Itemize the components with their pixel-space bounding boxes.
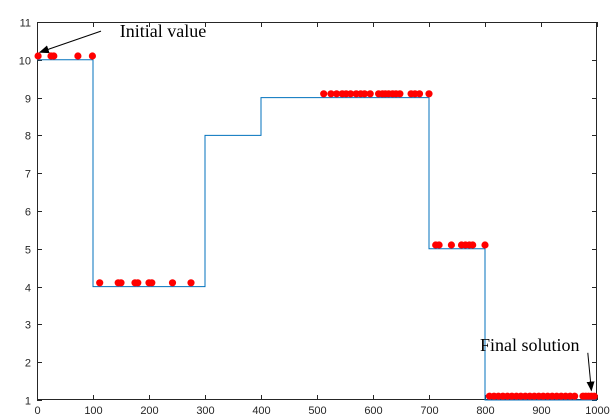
y-tick-label: 1 (25, 396, 31, 408)
scatter-point (347, 90, 355, 98)
scatter-point (590, 392, 598, 400)
final-solution-label: Final solution (480, 335, 580, 355)
scatter-point (74, 52, 82, 60)
y-tick-label: 9 (25, 94, 31, 106)
x-tick-label: 200 (140, 405, 158, 417)
x-tick-label: 1000 (585, 405, 609, 417)
y-tick-label: 7 (25, 169, 31, 181)
annotations: Initial value Final solution (38, 21, 595, 392)
scatter-point (481, 241, 489, 249)
plot-background (37, 22, 597, 400)
series-layer (34, 52, 598, 401)
scatter-point (187, 279, 195, 287)
scatter-point (34, 52, 42, 60)
y-tick-label: 4 (25, 283, 31, 295)
initial-value-arrow (38, 30, 102, 54)
scatter-point (134, 279, 142, 287)
scatter-point (469, 241, 477, 249)
y-tick-label: 10 (19, 56, 31, 68)
y-tick-label: 11 (20, 18, 31, 30)
scatter-point (148, 279, 156, 287)
y-tick-label: 8 (25, 131, 31, 143)
step-line-series (37, 59, 597, 401)
scatter-point (168, 279, 177, 287)
final-solution-arrow (586, 352, 595, 392)
scatter-point (571, 392, 579, 400)
y-tick-label: 2 (25, 358, 31, 370)
x-tick-label: 300 (196, 405, 214, 417)
scatter-point (361, 90, 369, 98)
scatter-point (447, 241, 455, 249)
scatter-point (327, 90, 335, 98)
y-tick-label: 5 (25, 245, 31, 257)
x-tick-label: 800 (476, 405, 494, 417)
x-tick-label: 900 (532, 405, 550, 417)
initial-value-label: Initial value (120, 21, 206, 41)
x-tick-label: 500 (308, 405, 326, 417)
scatter-point (366, 90, 374, 98)
scatter-point (96, 279, 104, 287)
x-tick-label: 0 (34, 405, 40, 417)
scatter-point (88, 52, 96, 60)
scatter-point (50, 52, 58, 60)
scatter-point (117, 279, 125, 287)
scatter-point (333, 90, 341, 98)
x-tick-label: 600 (364, 405, 382, 417)
x-tick-label: 100 (84, 405, 102, 417)
x-tick-label: 400 (252, 405, 270, 417)
x-tick-label: 700 (420, 405, 438, 417)
tick-labels: 0 100 200 300 400 500 600 700 800 900 1000 1 2 3 4 5 6 7 8… (19, 18, 610, 418)
scatter-point (435, 241, 443, 249)
scatter-point (320, 90, 328, 98)
y-tick-label: 3 (25, 320, 31, 332)
scatter-point (425, 90, 433, 98)
y-tick-label: 6 (25, 207, 31, 219)
scatter-point (396, 90, 404, 98)
scatter-point (415, 90, 424, 98)
plot-area (37, 22, 597, 400)
